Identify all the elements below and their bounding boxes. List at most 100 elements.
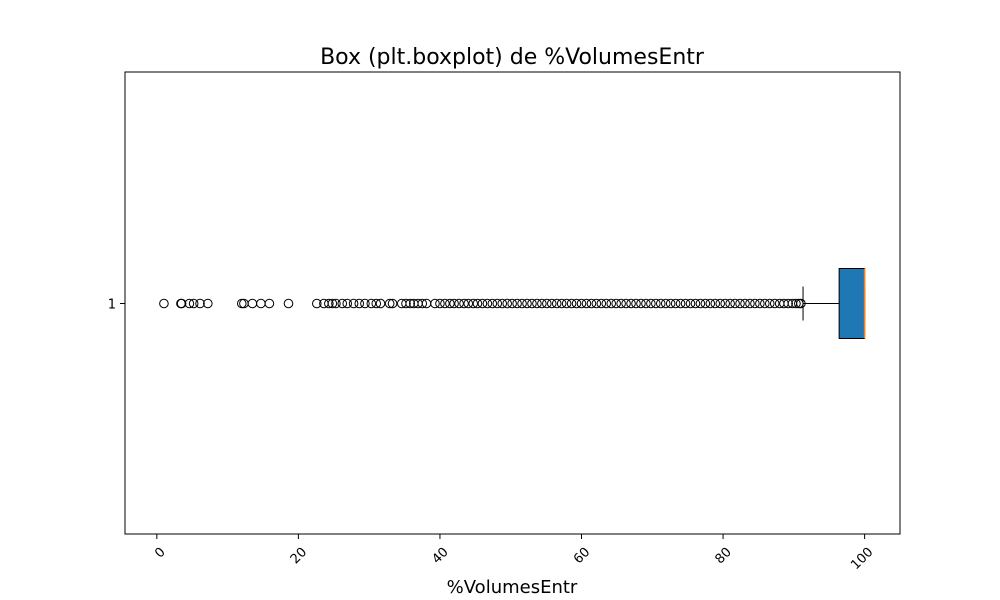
y-tick-label: 1	[108, 298, 116, 313]
outlier-point	[517, 298, 527, 309]
outlier-point	[651, 298, 661, 309]
outlier-point	[745, 298, 755, 309]
outlier-point	[440, 298, 450, 309]
outlier-point	[435, 298, 445, 309]
outlier-point	[188, 298, 199, 309]
outlier-point	[596, 298, 607, 309]
outlier-point	[586, 298, 597, 309]
outlier-point	[312, 298, 322, 309]
outlier-point	[636, 298, 646, 309]
outlier-point	[695, 298, 706, 309]
outlier-point	[783, 298, 793, 309]
outlier-point	[791, 298, 801, 309]
outlier-point	[606, 298, 617, 309]
outlier-point	[366, 298, 377, 309]
x-tick-label: 60	[571, 545, 593, 567]
outlier-point	[750, 298, 760, 309]
outlier-point	[445, 298, 455, 309]
outlier-point	[430, 298, 440, 309]
outlier-point	[670, 298, 681, 309]
chart-title: Box (plt.boxplot) de %VolumesEntr	[320, 45, 705, 70]
outlier-point	[497, 298, 508, 309]
outlier-point	[641, 298, 651, 309]
outlier-point	[665, 298, 676, 309]
outlier-point	[195, 298, 205, 309]
outlier-point	[247, 298, 258, 309]
outlier-point	[646, 298, 656, 309]
outlier-point	[546, 298, 557, 309]
outlier-point	[680, 298, 691, 309]
outlier-point	[331, 298, 341, 309]
box-iqr	[838, 268, 866, 339]
outlier-point	[384, 298, 395, 309]
outlier-point	[591, 298, 602, 309]
outlier-point	[631, 298, 641, 309]
outlier-point	[621, 298, 631, 309]
outlier-point	[566, 298, 577, 309]
outlier-point	[472, 298, 483, 309]
outlier-point	[601, 298, 612, 309]
x-tick-label: 100	[848, 545, 876, 573]
outlier-point	[769, 298, 780, 309]
outlier-point	[522, 298, 532, 309]
outlier-point	[581, 298, 592, 309]
outlier-point	[532, 298, 542, 309]
outlier-point	[764, 298, 775, 309]
outlier-point	[685, 298, 696, 309]
outlier-point	[710, 298, 721, 309]
outlier-point	[239, 298, 249, 309]
outlier-point	[755, 298, 765, 309]
outlier-point	[184, 298, 195, 309]
outlier-point	[700, 298, 711, 309]
outlier-point	[487, 298, 498, 309]
outlier-point	[405, 298, 416, 309]
x-tick-label: 80	[713, 545, 735, 567]
outlier-point	[705, 298, 716, 309]
outlier-point	[236, 298, 247, 309]
outlier-point	[735, 298, 745, 309]
x-tick-label: 20	[288, 545, 310, 567]
outlier-point	[556, 298, 567, 309]
outlier-point	[417, 298, 428, 309]
outlier-point	[760, 298, 770, 309]
outlier-point	[796, 298, 806, 309]
outlier-point	[337, 298, 348, 309]
outlier-point	[463, 298, 474, 309]
outlier-point	[176, 298, 187, 309]
outlier-point	[477, 298, 488, 309]
x-tick-label: 0	[152, 545, 168, 561]
outlier-point	[256, 298, 266, 309]
outlier-point	[561, 298, 572, 309]
x-axis-label: %VolumesEntr	[447, 577, 578, 598]
outlier-point	[537, 298, 547, 309]
outlier-point	[655, 298, 666, 309]
outlier-point	[551, 298, 562, 309]
outlier-point	[468, 298, 479, 309]
outlier-point	[342, 298, 353, 309]
outlier-point	[348, 298, 359, 309]
outlier-point	[454, 298, 464, 309]
outlier-point	[459, 298, 469, 309]
outlier-point	[387, 298, 398, 309]
outlier-point	[527, 298, 537, 309]
outlier-point	[492, 298, 503, 309]
outlier-point	[720, 298, 730, 309]
outlier-point	[725, 298, 735, 309]
outlier-point	[449, 298, 459, 309]
outlier-point	[616, 298, 626, 309]
outlier-point	[371, 298, 382, 309]
chart-marks	[159, 268, 866, 339]
outlier-point	[264, 298, 275, 309]
outlier-point	[660, 298, 671, 309]
outlier-point	[715, 298, 726, 309]
outlier-point	[375, 298, 386, 309]
outlier-point	[324, 298, 334, 309]
outlier-point	[507, 298, 517, 309]
outlier-point	[611, 298, 621, 309]
chart-axes: 0 20 40 60 80 100 1	[108, 298, 877, 573]
outlier-point	[401, 298, 411, 309]
outlier-point	[542, 298, 552, 309]
outlier-point	[283, 298, 294, 309]
outlier-point	[512, 298, 522, 309]
outlier-point	[502, 298, 512, 309]
